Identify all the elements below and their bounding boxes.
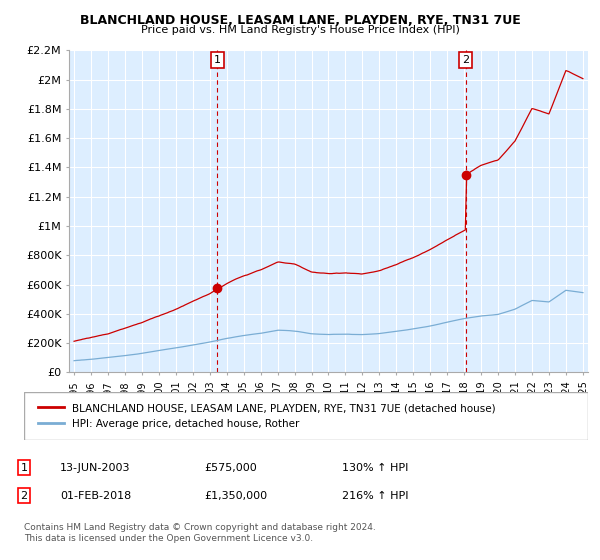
Text: Contains HM Land Registry data © Crown copyright and database right 2024.: Contains HM Land Registry data © Crown c… — [24, 523, 376, 532]
Text: 1: 1 — [20, 463, 28, 473]
Legend: BLANCHLAND HOUSE, LEASAM LANE, PLAYDEN, RYE, TN31 7UE (detached house), HPI: Ave: BLANCHLAND HOUSE, LEASAM LANE, PLAYDEN, … — [35, 400, 499, 432]
Text: 01-FEB-2018: 01-FEB-2018 — [60, 491, 131, 501]
Text: Price paid vs. HM Land Registry's House Price Index (HPI): Price paid vs. HM Land Registry's House … — [140, 25, 460, 35]
Text: £575,000: £575,000 — [204, 463, 257, 473]
Text: 216% ↑ HPI: 216% ↑ HPI — [342, 491, 409, 501]
Text: 130% ↑ HPI: 130% ↑ HPI — [342, 463, 409, 473]
Text: BLANCHLAND HOUSE, LEASAM LANE, PLAYDEN, RYE, TN31 7UE: BLANCHLAND HOUSE, LEASAM LANE, PLAYDEN, … — [80, 14, 520, 27]
FancyBboxPatch shape — [24, 392, 588, 440]
Text: £1,350,000: £1,350,000 — [204, 491, 267, 501]
Text: 13-JUN-2003: 13-JUN-2003 — [60, 463, 131, 473]
Text: This data is licensed under the Open Government Licence v3.0.: This data is licensed under the Open Gov… — [24, 534, 313, 543]
Text: 2: 2 — [20, 491, 28, 501]
Text: 1: 1 — [214, 55, 221, 65]
Text: 2: 2 — [462, 55, 469, 65]
